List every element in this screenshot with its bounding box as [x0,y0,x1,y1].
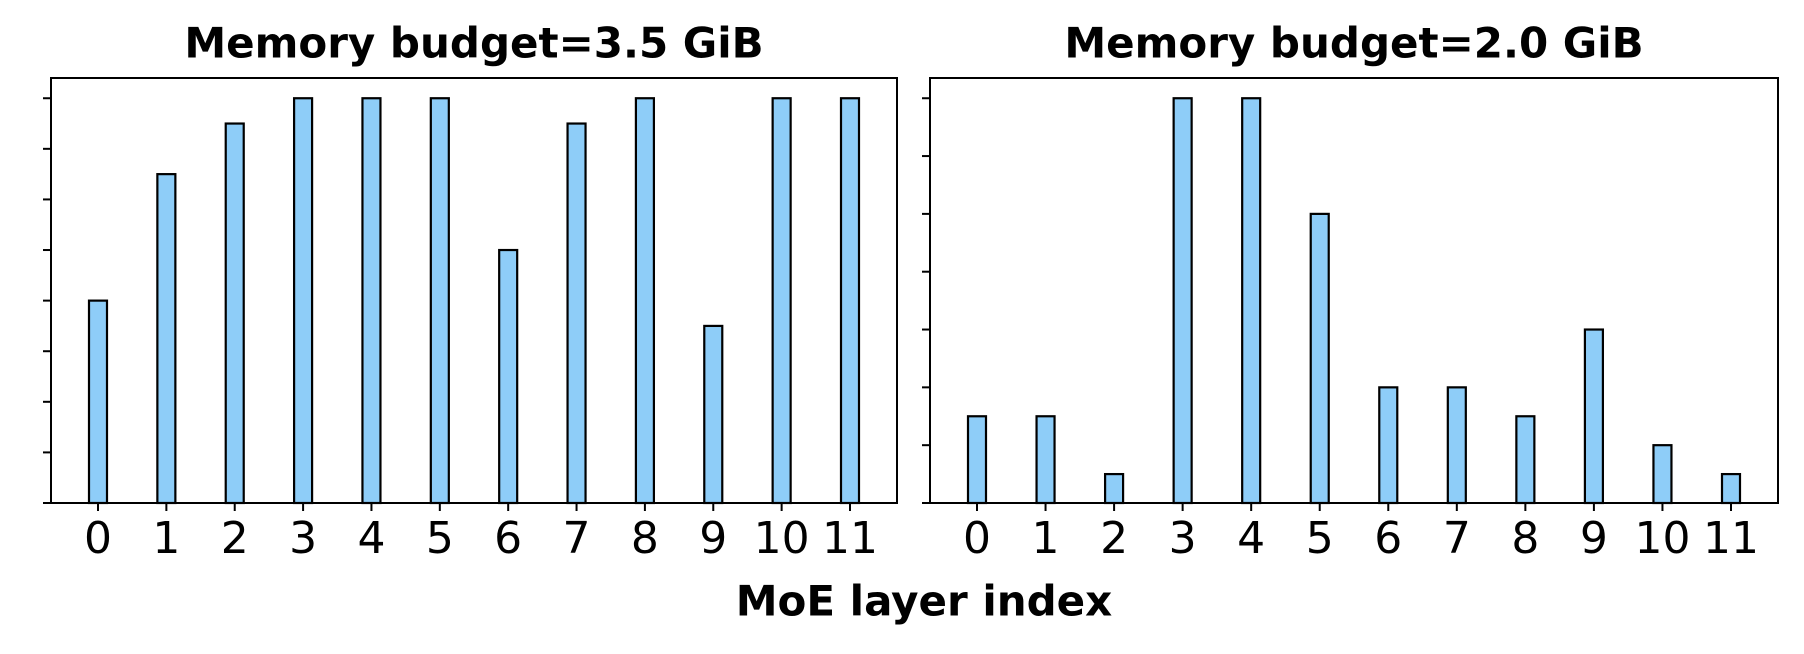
x-tick-label: 6 [1374,513,1402,564]
x-tick-label: 8 [631,513,659,564]
axes-frame [929,77,1779,504]
x-tick-label: 2 [221,513,249,564]
bar [429,97,450,505]
x-tick-label: 2 [1100,513,1128,564]
bar [1103,472,1125,505]
x-tick-label: 0 [84,513,112,564]
bar [566,122,587,505]
chart-title: Memory budget=2.0 GiB [1064,19,1643,68]
bar [1720,472,1742,505]
bar [771,97,792,505]
x-tick-label: 9 [699,513,727,564]
x-tick-label: 11 [822,513,878,564]
x-tick-label: 4 [1237,513,1265,564]
x-tick-label: 1 [152,513,180,564]
bar [966,415,988,505]
bar [1583,328,1605,505]
x-tick-label: 5 [426,513,454,564]
x-tick-label: 7 [1443,513,1471,564]
bar [1035,415,1056,505]
x-tick-label: 6 [494,513,522,564]
axes-frame [50,77,898,504]
bar [1515,415,1536,505]
x-tick-label: 11 [1703,513,1759,564]
x-tick-label: 7 [563,513,591,564]
x-tick-label: 8 [1511,513,1539,564]
x-tick-label: 10 [1634,513,1690,564]
bar [498,248,519,505]
bar [634,97,656,505]
bar [839,97,861,505]
x-tick-label: 9 [1580,513,1608,564]
chart-title: Memory budget=3.5 GiB [184,19,763,68]
x-tick-label: 5 [1306,513,1334,564]
x-tick-label: 1 [1032,513,1060,564]
bar [1309,212,1330,505]
bar [1446,386,1467,505]
bar [1652,444,1673,505]
x-tick-label: 0 [963,513,991,564]
x-tick-label: 10 [754,513,810,564]
bar [1378,386,1399,505]
x-axis-label: MoE layer index [736,577,1113,626]
bar [703,324,724,505]
x-tick-label: 4 [357,513,385,564]
bar [1241,97,1262,505]
bar [1172,97,1193,505]
x-tick-label: 3 [289,513,317,564]
x-tick-label: 3 [1169,513,1197,564]
bar [292,97,314,505]
bar [224,122,245,505]
bar [87,299,109,505]
bar [361,97,382,505]
bar [156,173,177,505]
